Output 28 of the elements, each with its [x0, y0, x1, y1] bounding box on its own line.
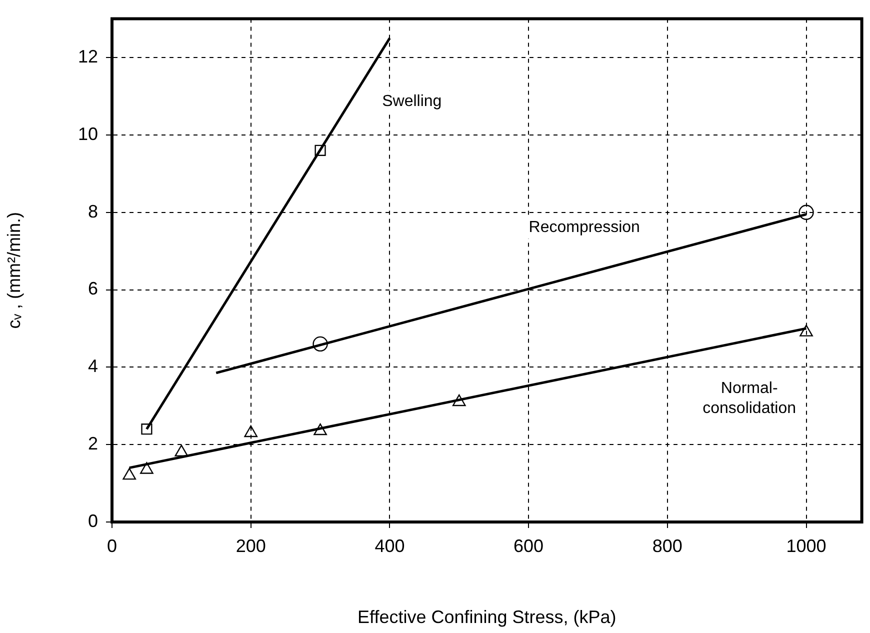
point: [314, 144, 326, 156]
y-tick-label: 12: [78, 46, 98, 66]
y-tick-label: 0: [88, 510, 98, 531]
x-tick-label: 0: [106, 536, 118, 556]
y-tick-label: 4: [88, 356, 98, 376]
y-tick-label: 6: [88, 278, 98, 299]
point: [452, 394, 466, 406]
point: [122, 468, 136, 480]
y-tick-label: 8: [88, 201, 98, 222]
y-tick-label: 10: [78, 124, 98, 144]
point: [174, 444, 188, 456]
annotation: Recompression: [528, 219, 640, 236]
point: [244, 425, 258, 438]
x-tick-label: 600: [514, 536, 544, 556]
x-tick-label: 400: [374, 536, 405, 556]
point: [314, 423, 327, 436]
y-axis-title: cᵥ , (mm²/min.): [4, 212, 24, 329]
point: [140, 462, 154, 474]
annotation: Normal- consolidation: [702, 380, 796, 418]
point: [312, 336, 328, 352]
x-tick-label: 200: [236, 536, 266, 556]
x-axis-title: Effective Confining Stress, (kPa): [358, 607, 616, 628]
x-tick-label: 800: [652, 536, 682, 556]
point: [800, 324, 813, 336]
point: [798, 204, 814, 220]
annotation: Swelling: [382, 93, 442, 110]
y-tick-label: 2: [88, 434, 98, 454]
x-tick-label: 1000: [786, 536, 826, 556]
